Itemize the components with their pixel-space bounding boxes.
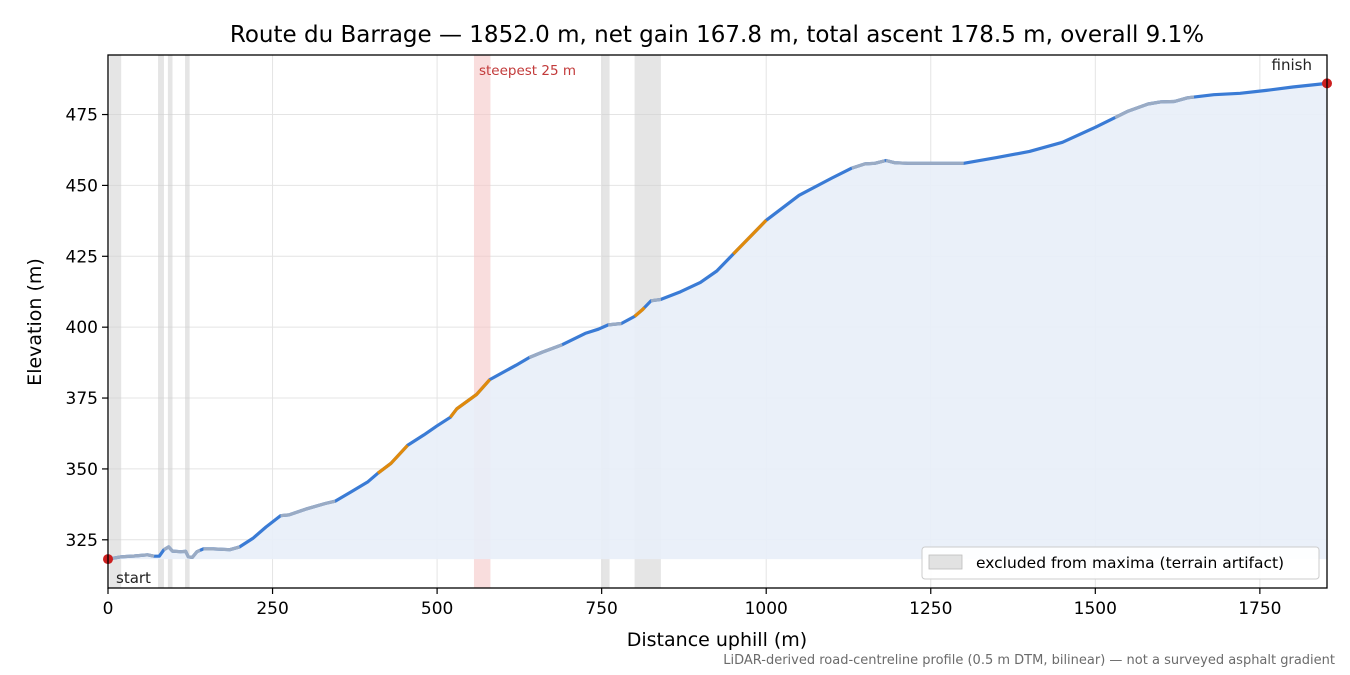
- x-tick-label: 0: [103, 599, 114, 619]
- y-tick-label: 425: [66, 247, 98, 267]
- gentle-segment: [280, 499, 336, 518]
- plot-area: steepest 25 m start finish 0 250 500 750 1000 12…: [66, 54, 1332, 619]
- gentle-segment: [163, 545, 201, 560]
- y-tick-label: 350: [66, 460, 98, 480]
- plot-frame: [107, 54, 1328, 589]
- x-tick-label: 1250: [909, 599, 952, 619]
- x-axis-label: Distance uphill (m): [627, 629, 807, 651]
- x-tick-label: 1750: [1238, 599, 1281, 619]
- steepest-label: steepest 25 m: [479, 63, 576, 79]
- finish-label: finish: [1272, 56, 1312, 74]
- gentle-segment: [650, 297, 662, 303]
- profile-fill: [108, 83, 1327, 560]
- y-tick-label: 400: [66, 318, 98, 338]
- legend-box: [921, 546, 1320, 580]
- y-axis-label: Elevation (m): [24, 258, 46, 386]
- y-tick-label: 325: [66, 531, 98, 551]
- x-tick-label: 1000: [745, 599, 788, 619]
- gentle-segment: [107, 553, 155, 561]
- legend: excluded from maxima (terrain artifact): [921, 546, 1320, 580]
- steep-segment: [449, 378, 491, 419]
- legend-swatch: [928, 554, 963, 570]
- excluded-span: [167, 55, 173, 588]
- gentle-segment: [851, 159, 886, 170]
- y-tick-label: 450: [66, 176, 98, 196]
- x-tick-label: 750: [585, 599, 617, 619]
- y-tick-label: 475: [66, 106, 98, 126]
- steep-segment: [376, 444, 409, 475]
- gentle-segment: [1114, 95, 1195, 120]
- start-label: start: [116, 569, 151, 587]
- legend-label: excluded from maxima (terrain artifact): [976, 554, 1284, 572]
- excluded-span: [158, 55, 164, 588]
- excluded-span: [109, 55, 122, 588]
- x-tick-label: 250: [256, 599, 288, 619]
- steep-segment: [732, 219, 768, 256]
- chart-title: Route du Barrage — 1852.0 m, net gain 16…: [230, 22, 1204, 48]
- y-tick-label: 375: [66, 389, 98, 409]
- gentle-segment: [885, 158, 964, 165]
- gentle-segment: [608, 321, 622, 327]
- gentle-segment: [203, 545, 241, 552]
- gentle-segment: [528, 343, 563, 359]
- excluded-span: [601, 55, 610, 588]
- steep-segment: [633, 306, 646, 318]
- x-tick-label: 1500: [1074, 599, 1117, 619]
- x-tick-label: 500: [421, 599, 453, 619]
- excluded-span: [185, 55, 190, 588]
- footnote: LiDAR-derived road-centreline profile (0…: [723, 653, 1335, 668]
